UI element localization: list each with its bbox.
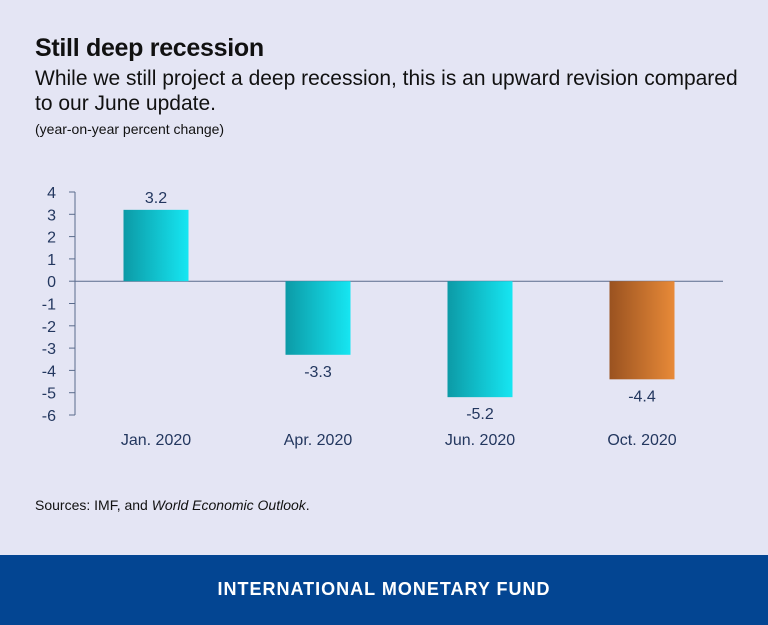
data-label: -4.4 — [628, 388, 656, 405]
bar — [123, 209, 189, 282]
bar — [609, 281, 675, 380]
y-tick-label: -6 — [42, 408, 56, 425]
y-tick-label: -4 — [42, 363, 56, 380]
x-tick-label: Jun. 2020 — [445, 432, 515, 449]
footer-label: INTERNATIONAL MONETARY FUND — [217, 578, 551, 599]
y-tick-label: 3 — [47, 207, 56, 224]
source-note: Sources: IMF, and World Economic Outlook… — [35, 497, 310, 513]
data-label: 3.2 — [145, 190, 167, 207]
bars — [123, 209, 675, 398]
y-tick-label: 0 — [47, 274, 56, 291]
y-tick-label: -1 — [42, 297, 56, 314]
footer-banner: INTERNATIONAL MONETARY FUND — [0, 555, 768, 625]
source-suffix: . — [305, 497, 310, 513]
y-tick-label: -5 — [42, 386, 56, 403]
x-tick-label: Apr. 2020 — [284, 432, 353, 449]
x-tick-label: Jan. 2020 — [121, 432, 191, 449]
data-label: -3.3 — [304, 364, 332, 381]
source-publication: World Economic Outlook — [151, 497, 306, 513]
y-tick-label: -3 — [42, 341, 56, 358]
x-tick-label: Oct. 2020 — [607, 432, 676, 449]
y-tick-label: 4 — [47, 185, 56, 202]
bar — [285, 281, 351, 355]
chart-title: Still deep recession — [35, 34, 264, 62]
data-label: -5.2 — [466, 406, 494, 423]
labels: 3.2 Jan. 2020 -3.3 Apr. 2020 -5.2 Jun. 2020 -4… — [121, 190, 677, 449]
y-tick-label: 1 — [47, 252, 56, 269]
bar-chart: 4 3 2 1 0 -1 -2 -3 -4 -5 -6 3.2 Jan. 2020 -3.3 Apr. 2… — [42, 185, 723, 449]
source-prefix: Sources: IMF, and — [35, 497, 152, 513]
y-tick-label: 2 — [47, 230, 56, 247]
bar — [447, 281, 513, 398]
unit-note: (year-on-year percent change) — [35, 121, 225, 137]
chart-subtitle: While we still project a deep recession,… — [35, 67, 738, 115]
y-tick-label: -2 — [42, 319, 56, 336]
